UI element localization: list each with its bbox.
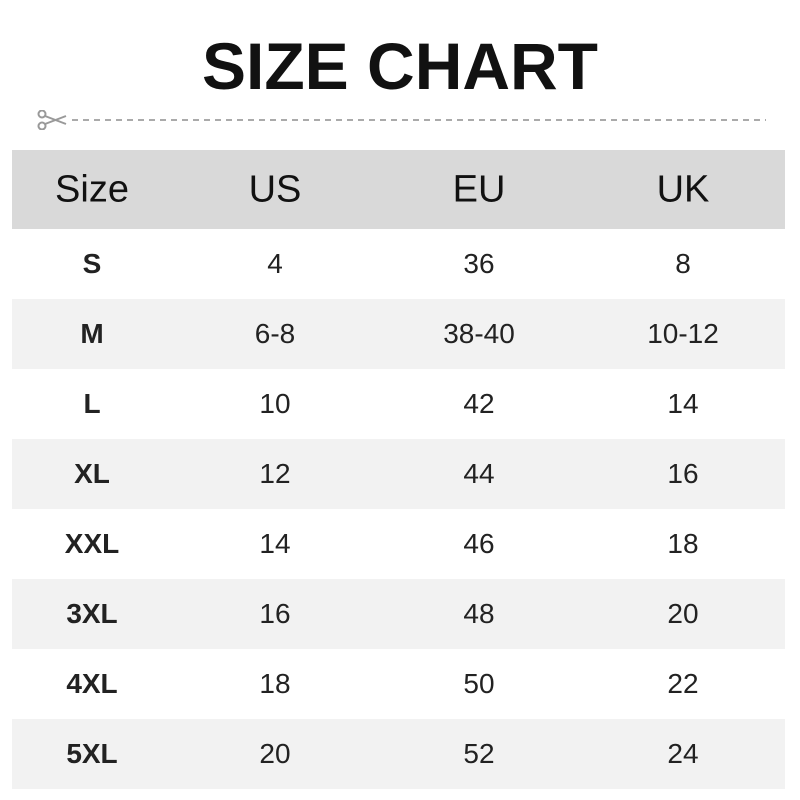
cell-eu: 46	[463, 528, 495, 559]
cell-uk: 14	[667, 388, 699, 419]
header-size: Size	[55, 168, 129, 210]
size-table: Size US EU UK S 4 36 8 M 6-8 38-40 10-12 L 10 42 14…	[12, 150, 785, 789]
cell-eu: 48	[463, 598, 495, 629]
table-row: L 10 42 14	[12, 369, 785, 439]
cell-size: 3XL	[66, 598, 118, 629]
header-uk: UK	[656, 168, 710, 210]
cell-size: 4XL	[66, 668, 118, 699]
cell-uk: 24	[667, 738, 699, 769]
page-title: SIZE CHART	[202, 29, 598, 103]
table-row: XXL 14 46 18	[12, 509, 785, 579]
cell-size: M	[80, 318, 104, 349]
table-row: 4XL 18 50 22	[12, 649, 785, 719]
cell-us: 12	[259, 458, 291, 489]
cell-size: L	[83, 388, 101, 419]
cell-size: XXL	[64, 528, 120, 559]
header-us: US	[248, 168, 302, 210]
cell-eu: 44	[463, 458, 495, 489]
cell-uk: 20	[667, 598, 699, 629]
scissors-icon	[37, 110, 67, 130]
cell-size: S	[82, 248, 102, 279]
cell-us: 10	[259, 388, 291, 419]
table-row: XL 12 44 16	[12, 439, 785, 509]
cell-size: XL	[74, 458, 110, 489]
cell-us: 14	[259, 528, 291, 559]
table-row: 3XL 16 48 20	[12, 579, 785, 649]
cell-eu: 38-40	[443, 318, 515, 349]
cell-eu: 52	[463, 738, 495, 769]
cell-uk: 22	[667, 668, 699, 699]
cell-us: 6-8	[254, 318, 296, 349]
cell-uk: 16	[667, 458, 699, 489]
cell-us: 20	[259, 738, 291, 769]
cell-us: 18	[259, 668, 291, 699]
cell-size: 5XL	[66, 738, 118, 769]
table-header: Size US EU UK	[12, 150, 785, 229]
table-row: 5XL 20 52 24	[12, 719, 785, 789]
cell-eu: 36	[463, 248, 495, 279]
cell-uk: 8	[675, 248, 691, 279]
cell-us: 4	[267, 248, 283, 279]
cell-us: 16	[259, 598, 291, 629]
header-eu: EU	[452, 168, 506, 210]
cell-uk: 10-12	[647, 318, 719, 349]
table-row: S 4 36 8	[12, 229, 785, 299]
cell-uk: 18	[667, 528, 699, 559]
cut-line	[37, 110, 766, 130]
table-row: M 6-8 38-40 10-12	[12, 299, 785, 369]
cell-eu: 50	[463, 668, 495, 699]
cell-eu: 42	[463, 388, 495, 419]
